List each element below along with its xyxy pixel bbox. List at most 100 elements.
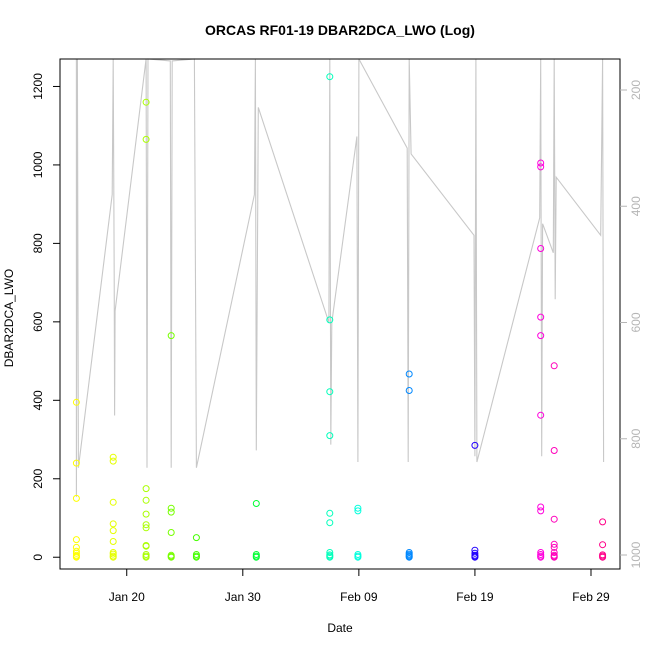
data-point: [192, 551, 200, 558]
data-point: [405, 549, 413, 556]
series-0: [72, 398, 80, 561]
data-point: [142, 98, 150, 106]
x-tick-label: Feb 09: [340, 590, 378, 604]
data-point: [550, 543, 558, 551]
data-point: [72, 398, 80, 406]
data-point: [167, 332, 175, 340]
data-point: [192, 534, 200, 542]
y2-tick-label: 600: [629, 312, 643, 332]
series-1: [109, 453, 117, 561]
data-point: [72, 494, 80, 502]
data-point: [537, 163, 545, 171]
data-point: [252, 551, 260, 558]
data-point: [142, 521, 150, 529]
y-tick-label: 0: [31, 554, 45, 561]
data-point: [537, 245, 545, 252]
data-point: [142, 542, 150, 549]
data-point: [537, 313, 545, 321]
data-point: [109, 552, 117, 560]
data-point: [405, 387, 413, 394]
data-point: [550, 549, 558, 556]
data-point: [405, 370, 413, 378]
data-point: [550, 447, 558, 454]
data-point: [109, 538, 117, 545]
y-tick-label: 400: [31, 390, 45, 410]
y2-tick-label: 400: [629, 196, 643, 216]
y-tick-label: 1000: [31, 151, 45, 178]
data-point: [72, 547, 80, 555]
trace-layer: [75, 58, 605, 497]
data-point: [537, 159, 545, 167]
y2-axis: 200 400 600 800 1000: [620, 80, 643, 568]
data-point: [72, 459, 80, 467]
data-point: [471, 551, 479, 559]
x-tick-label: Feb 19: [456, 590, 494, 604]
data-point: [72, 536, 80, 544]
data-point: [109, 549, 117, 556]
series-2: [142, 98, 150, 561]
data-point: [72, 543, 80, 551]
data-point: [167, 529, 175, 536]
data-point: [252, 500, 260, 507]
data-point: [167, 551, 175, 559]
data-point: [537, 411, 545, 419]
data-point: [354, 551, 362, 558]
data-point: [142, 510, 150, 518]
y-tick-label: 200: [31, 468, 45, 488]
x-tick-label: Jan 20: [109, 590, 145, 604]
y2-tick-label: 1000: [629, 541, 643, 568]
data-point: [537, 332, 545, 340]
plot-frame: [59, 58, 621, 570]
data-point: [109, 453, 117, 461]
data-point: [537, 551, 545, 558]
data-point: [326, 73, 334, 81]
series-4: [192, 534, 200, 561]
data-point: [72, 551, 80, 559]
series-8: [405, 370, 413, 561]
series-9: [471, 441, 479, 561]
data-point: [326, 432, 334, 440]
data-point: [550, 540, 558, 548]
data-point: [550, 362, 558, 370]
data-point: [142, 496, 150, 504]
points-layer: [72, 73, 607, 561]
series-11: [550, 362, 558, 561]
x-axis: Jan 20 Jan 30 Feb 09 Feb 19 Feb 29: [109, 569, 610, 604]
series-6: [326, 73, 334, 561]
data-point: [109, 457, 117, 465]
y2-tick-label: 800: [629, 428, 643, 448]
data-point: [142, 551, 150, 558]
x-tick-label: Feb 29: [572, 590, 610, 604]
y-tick-label: 1200: [31, 73, 45, 100]
data-point: [326, 549, 334, 556]
data-point: [471, 549, 479, 557]
data-point: [471, 441, 479, 449]
y2-tick-label: 200: [629, 80, 643, 100]
data-point: [142, 485, 150, 493]
data-point: [109, 498, 117, 506]
data-point: [550, 515, 558, 523]
data-point: [599, 541, 607, 549]
data-point: [537, 507, 545, 515]
x-axis-label: Date: [327, 621, 353, 635]
data-point: [599, 551, 607, 559]
data-point: [471, 546, 479, 554]
data-point: [550, 551, 558, 559]
y-tick-label: 600: [31, 312, 45, 332]
y-axis-label: DBAR2DCA_LWO: [2, 269, 16, 367]
data-point: [326, 388, 334, 396]
series-7: [354, 504, 362, 561]
y-tick-label: 800: [31, 233, 45, 253]
data-point: [142, 135, 150, 143]
data-point: [537, 503, 545, 511]
series-3: [167, 332, 175, 561]
x-tick-label: Jan 30: [225, 590, 261, 604]
y-axis: 0 200 400 600 800 1000 1200: [31, 73, 60, 561]
data-point: [326, 316, 334, 324]
data-point: [167, 504, 175, 512]
series-10: [537, 159, 545, 561]
data-point: [142, 524, 150, 532]
data-point: [326, 551, 334, 559]
data-point: [354, 504, 362, 512]
